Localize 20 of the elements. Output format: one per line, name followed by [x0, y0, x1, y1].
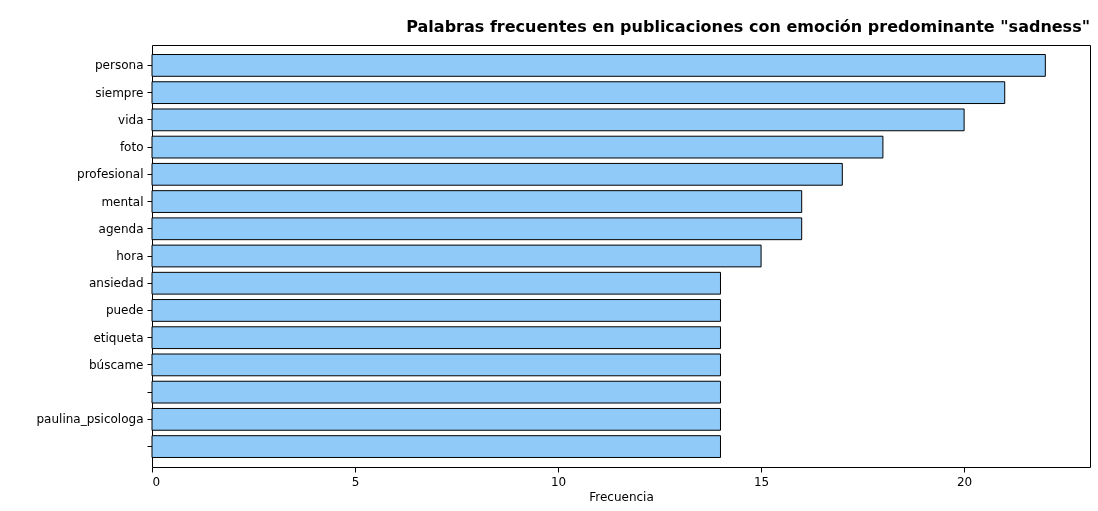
- y-tick-label: etiqueta: [93, 330, 144, 345]
- y-tick-label: siempre: [95, 85, 144, 100]
- x-tick-label: 20: [956, 474, 973, 489]
- y-tick-label: foto: [119, 140, 144, 155]
- x-tick-label: 10: [550, 474, 567, 489]
- y-tick-label: búscame: [89, 357, 144, 372]
- x-tick-label: 5: [351, 474, 360, 489]
- x-tick-label: 0: [152, 474, 161, 489]
- x-axis-title: Frecuencia: [589, 489, 654, 504]
- x-tick-label: 15: [753, 474, 770, 489]
- y-tick-label: ansiedad: [88, 276, 144, 291]
- y-tick-label: vida: [118, 112, 144, 127]
- chart-title: Palabras frecuentes en publicaciones con emoción predominante "sadness": [406, 17, 1090, 36]
- y-tick-label: persona: [95, 58, 144, 73]
- y-tick-label: puede: [105, 303, 144, 318]
- y-tick-label: agenda: [98, 221, 144, 236]
- y-tick-label: hora: [116, 249, 144, 263]
- y-tick-label: mental: [101, 194, 144, 209]
- y-tick-label: profesional: [77, 167, 144, 182]
- y-tick-label: paulina_psicologa: [36, 412, 144, 427]
